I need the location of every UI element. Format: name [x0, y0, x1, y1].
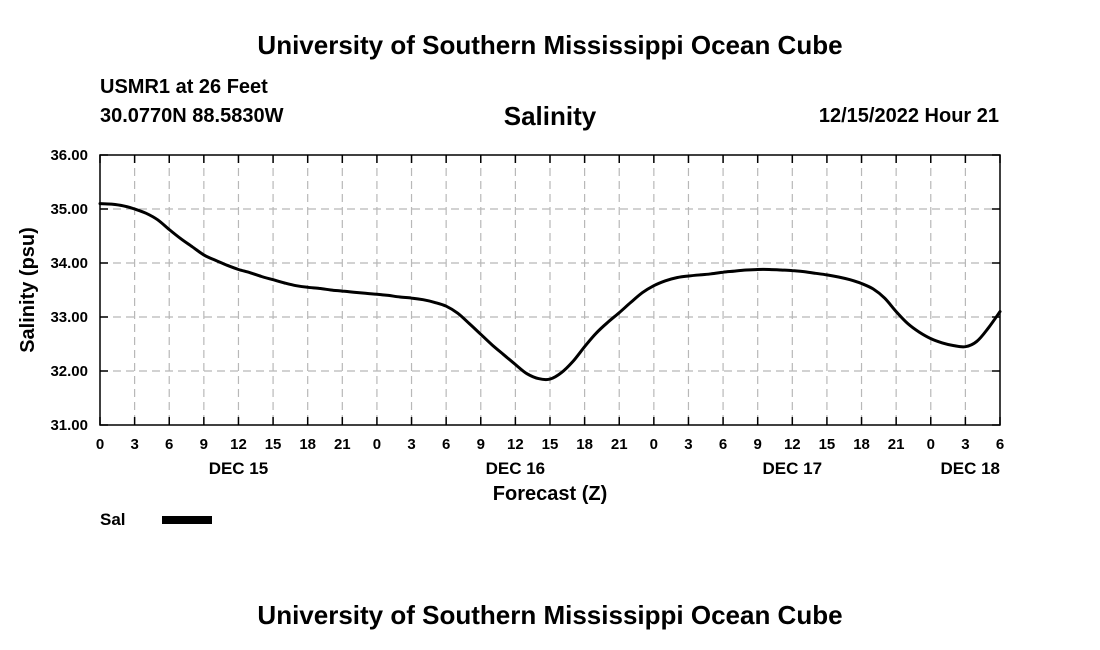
x-tick-label: 9 [754, 436, 762, 453]
x-tick-label: 0 [96, 436, 104, 453]
x-axis-label: Forecast (Z) [493, 483, 607, 505]
x-tick-label: 12 [507, 436, 524, 453]
day-label: DEC 16 [486, 459, 546, 478]
x-tick-label: 3 [407, 436, 415, 453]
footer-title: University of Southern Mississippi Ocean… [257, 600, 843, 630]
x-tick-label: 18 [576, 436, 593, 453]
x-tick-label: 21 [888, 436, 905, 453]
x-tick-label: 3 [684, 436, 692, 453]
y-tick-label: 34.00 [50, 255, 88, 272]
grid-lines [100, 154, 1000, 425]
x-axis-tick-labels: 0 3 6 9 12 15 18 21 0 3 6 9 12 15 18 21 0 3 6 9 12 15 18 21 0 3 6 [96, 436, 1004, 453]
y-axis-tick-labels: 31.00 32.00 33.00 34.00 35.00 36.00 [50, 147, 88, 434]
day-label: DEC 18 [940, 459, 1000, 478]
x-tick-label: 18 [299, 436, 316, 453]
forecast-datetime: 12/15/2022 Hour 21 [818, 105, 999, 127]
salinity-chart: 31.00 32.00 33.00 34.00 35.00 36.00 0 3 6 9 12 15 1… [17, 147, 1004, 505]
x-tick-label: 3 [130, 436, 138, 453]
y-tick-label: 35.00 [50, 201, 88, 218]
page-title: University of Southern Mississippi Ocean… [257, 30, 843, 60]
salinity-series-line [98, 202, 1002, 382]
x-tick-label: 0 [373, 436, 381, 453]
y-tick-label: 31.00 [50, 417, 88, 434]
x-tick-label: 12 [230, 436, 247, 453]
x-tick-label: 15 [542, 436, 559, 453]
x-tick-label: 6 [165, 436, 173, 453]
legend-swatch [162, 516, 212, 524]
x-tick-label: 0 [927, 436, 935, 453]
chart-title: Salinity [503, 101, 597, 131]
axis-ticks [99, 154, 1001, 426]
x-tick-label: 0 [650, 436, 658, 453]
x-tick-label: 18 [853, 436, 870, 453]
x-tick-label: 9 [200, 436, 208, 453]
day-labels: DEC 15 DEC 16 DEC 17 DEC 18 [209, 459, 1000, 478]
y-tick-label: 33.00 [50, 309, 88, 326]
x-tick-label: 6 [719, 436, 727, 453]
x-tick-label: 15 [819, 436, 836, 453]
x-tick-label: 3 [961, 436, 969, 453]
x-tick-label: 21 [611, 436, 628, 453]
x-tick-label: 15 [265, 436, 282, 453]
x-tick-label: 12 [784, 436, 801, 453]
y-tick-label: 32.00 [50, 363, 88, 380]
x-tick-label: 6 [996, 436, 1004, 453]
y-tick-label: 36.00 [50, 147, 88, 164]
y-axis-label: Salinity (psu) [17, 227, 39, 353]
x-tick-label: 9 [477, 436, 485, 453]
coordinates-label: 30.0770N 88.5830W [100, 105, 284, 127]
station-label: USMR1 at 26 Feet [100, 76, 268, 98]
legend-label: Sal [100, 510, 126, 529]
x-tick-label: 21 [334, 436, 351, 453]
day-label: DEC 15 [209, 459, 269, 478]
x-tick-label: 6 [442, 436, 450, 453]
day-label: DEC 17 [763, 459, 823, 478]
